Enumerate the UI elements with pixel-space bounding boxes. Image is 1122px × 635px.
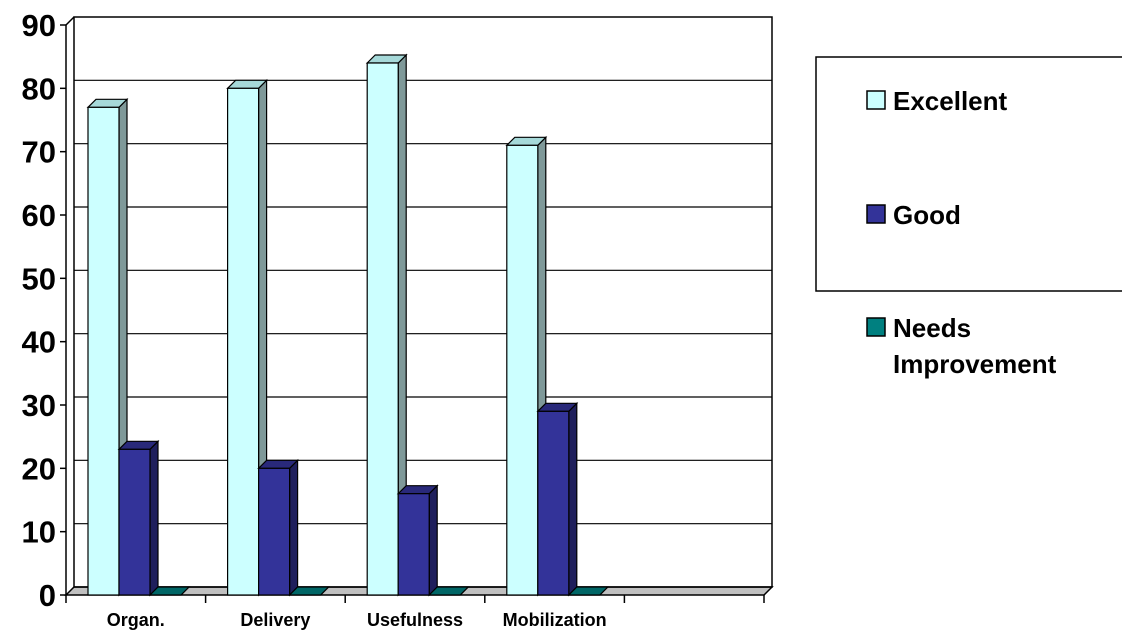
y-tick-label: 90	[22, 8, 56, 43]
bar-side	[568, 401, 578, 597]
y-tick-label: 20	[22, 451, 56, 486]
legend-label-excellent: Excellent	[893, 86, 1008, 116]
bar-front	[506, 144, 539, 596]
legend-label-needs-improvement-line2: Improvement	[893, 349, 1057, 379]
bar-front	[87, 106, 120, 596]
bar-excellent	[365, 53, 408, 597]
legend: Excellent Good Needs Improvement	[815, 56, 1122, 379]
y-tick-label: 30	[22, 388, 56, 423]
bar-front	[227, 87, 260, 596]
legend-label-good: Good	[893, 200, 961, 230]
y-tick-label: 60	[22, 198, 56, 233]
side-wall-top-edge	[65, 16, 75, 26]
bar-top	[148, 586, 191, 596]
x-axis-ticks: Organ. Delivery Usefulness Mobilization	[65, 595, 765, 630]
bars	[86, 53, 610, 597]
x-tick-label: Delivery	[240, 610, 310, 630]
bar-top	[427, 586, 470, 596]
y-tick-label: 70	[22, 135, 56, 170]
bar-front	[118, 448, 151, 596]
bar-needs-improvement	[427, 586, 470, 596]
x-tick-label: Organ.	[107, 610, 165, 630]
bar-front	[397, 493, 430, 596]
bar-good	[257, 458, 300, 597]
bar-excellent	[226, 78, 269, 597]
bar-side	[428, 484, 438, 597]
x-tick-label: Mobilization	[503, 610, 607, 630]
legend-swatch-needs-improvement	[866, 317, 886, 337]
bar-top	[288, 586, 331, 596]
bar-front	[258, 467, 291, 596]
bar-good	[117, 439, 160, 597]
bar-good	[536, 401, 579, 597]
y-tick-label: 10	[22, 515, 56, 550]
bar-front	[366, 62, 399, 596]
bar-good	[396, 484, 439, 597]
bar-needs-improvement	[567, 586, 610, 596]
bar-front	[537, 410, 570, 596]
bar-excellent	[86, 97, 129, 597]
x-tick-label: Usefulness	[367, 610, 463, 630]
legend-swatch-good	[866, 204, 886, 224]
bar-needs-improvement	[288, 586, 331, 596]
y-tick-label: 0	[39, 578, 56, 613]
bar-side	[289, 458, 299, 597]
bar-side	[149, 439, 159, 597]
bar-needs-improvement	[148, 586, 191, 596]
y-axis-ticks: 0 10 20 30 40 50 60 70 80 90	[22, 8, 66, 613]
legend-label-needs-improvement-line1: Needs	[893, 313, 971, 343]
y-tick-label: 50	[22, 261, 56, 296]
bar-top	[567, 586, 610, 596]
legend-swatch-excellent	[866, 90, 886, 110]
y-tick-label: 80	[22, 71, 56, 106]
y-tick-label: 40	[22, 325, 56, 360]
